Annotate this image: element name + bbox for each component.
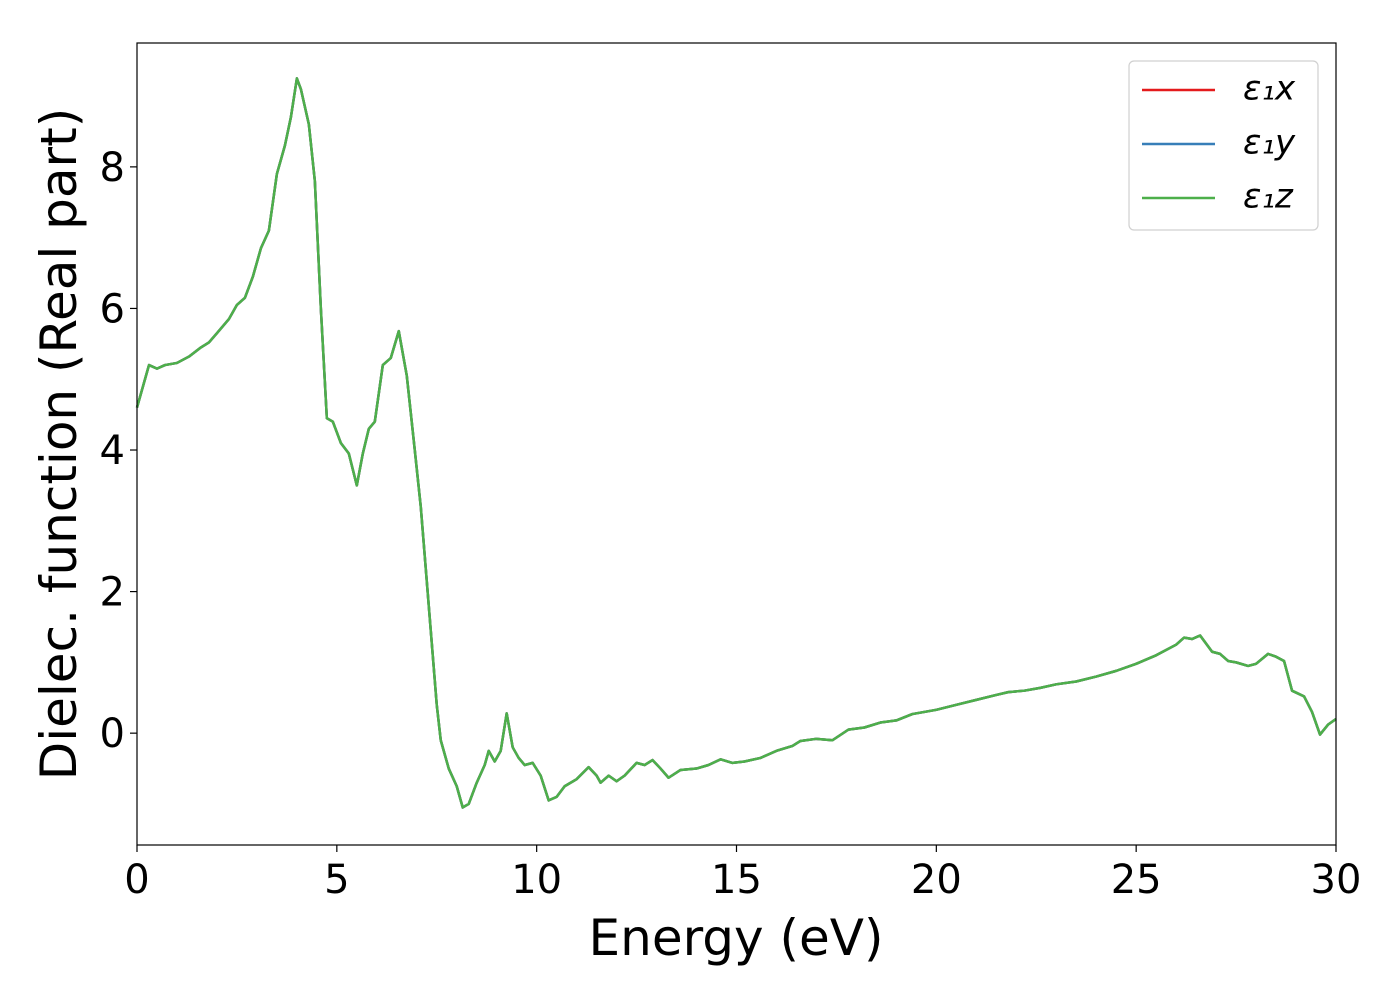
x-tick-label: 30 <box>1311 857 1362 903</box>
legend-label: ε₁y <box>1243 123 1296 163</box>
y-axis-label: Dielec. function (Real part) <box>30 108 88 780</box>
y-tick-label: 0 <box>100 711 125 757</box>
x-tick-label: 0 <box>124 857 149 903</box>
y-tick-label: 2 <box>100 570 125 616</box>
y-tick-label: 6 <box>100 286 125 332</box>
series-line <box>135 77 1337 809</box>
plot-frame <box>136 42 1337 846</box>
x-tick-label: 15 <box>711 857 762 903</box>
y-tick-label: 4 <box>100 428 125 474</box>
legend-label: ε₁z <box>1243 177 1294 217</box>
legend-box <box>1128 60 1319 231</box>
x-tick-label: 10 <box>511 857 562 903</box>
x-axis-label: Energy (eV) <box>589 909 884 967</box>
x-tick-label: 20 <box>911 857 962 903</box>
x-tick-label: 5 <box>324 857 349 903</box>
y-tick-label: 8 <box>100 145 125 191</box>
legend-label: ε₁x <box>1243 69 1296 109</box>
x-tick-label: 25 <box>1111 857 1162 903</box>
